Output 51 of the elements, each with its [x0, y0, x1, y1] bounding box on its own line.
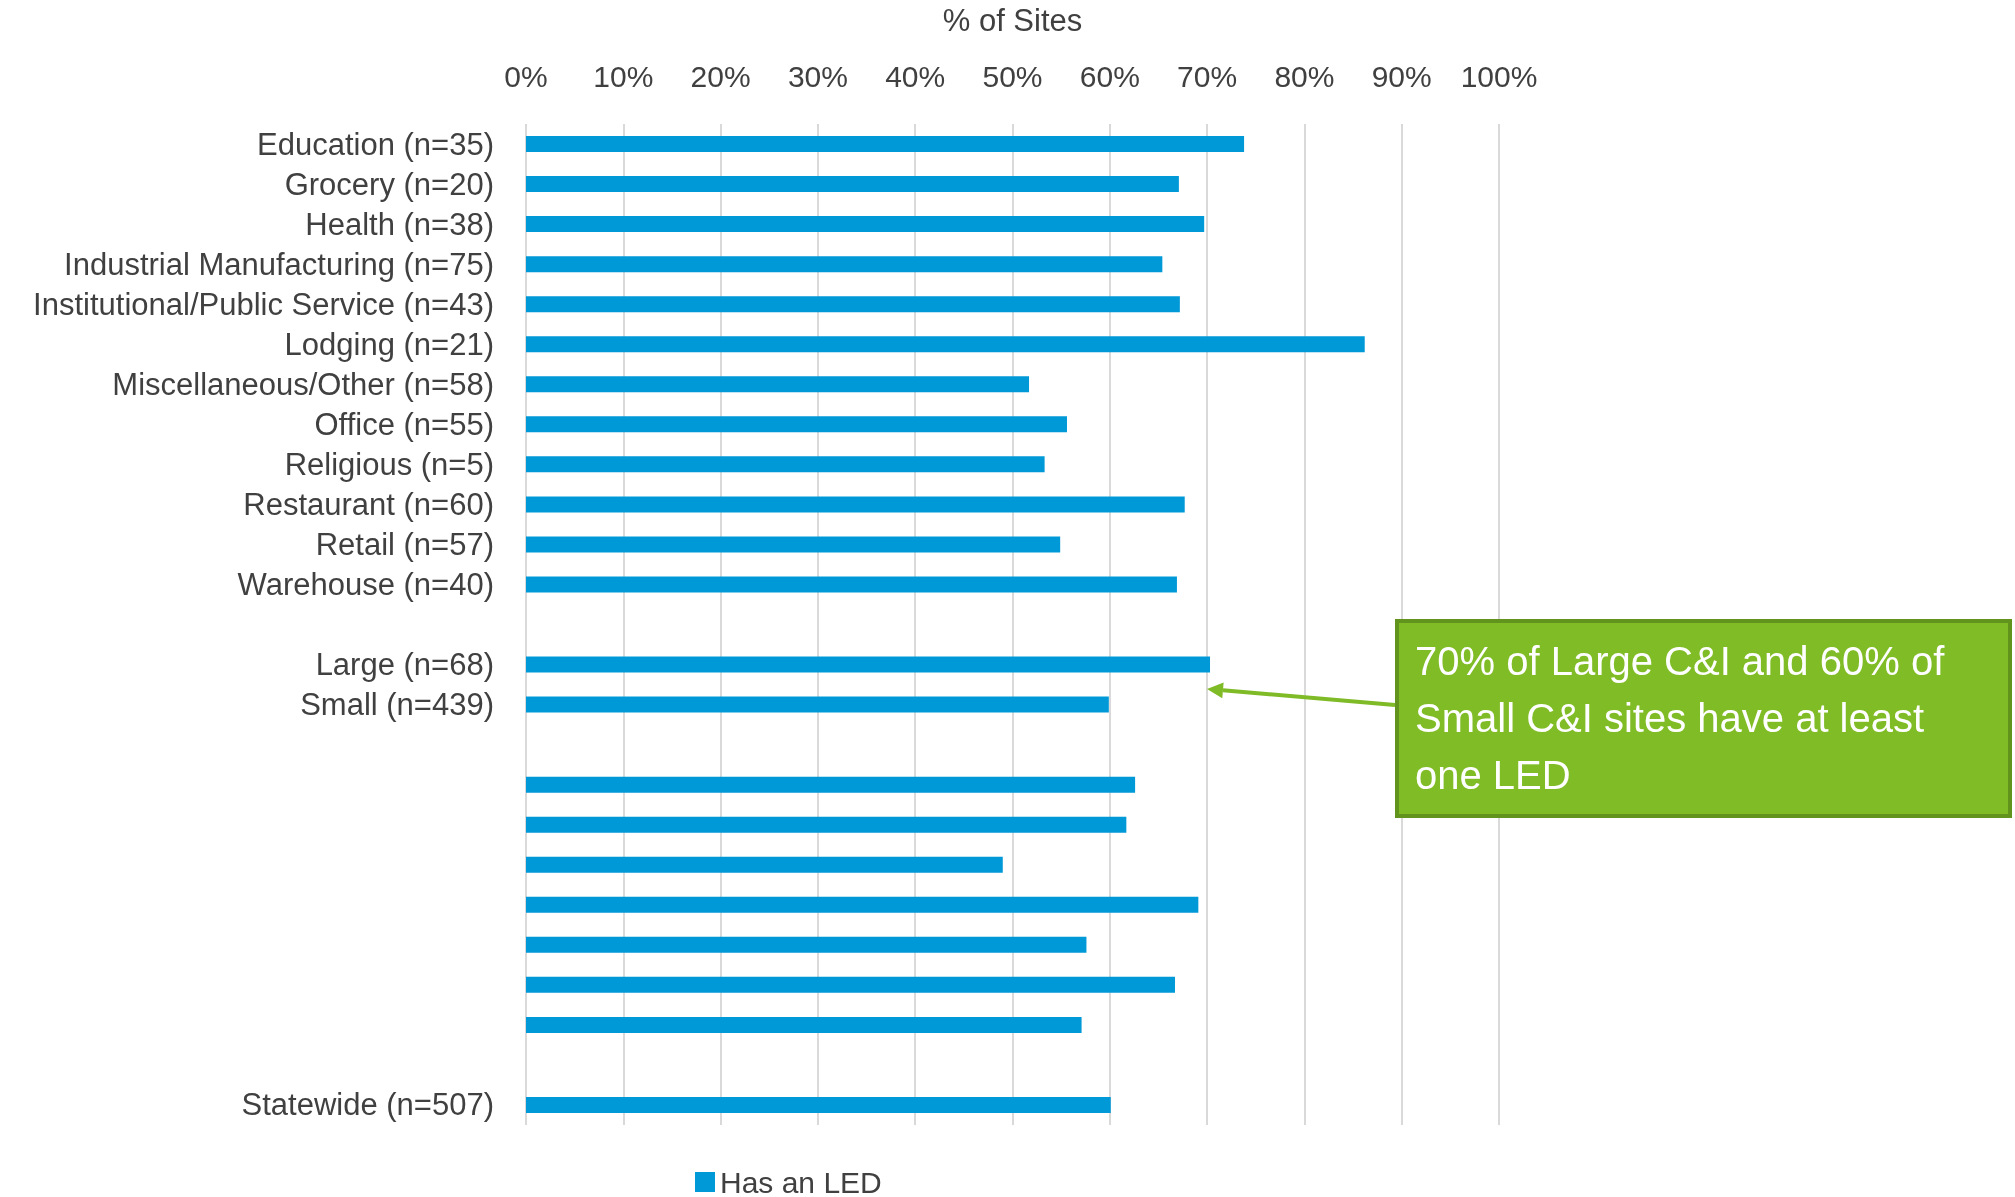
y-tick-label: Education (n=35) [257, 126, 494, 162]
bar [526, 216, 1205, 233]
bar [526, 496, 1185, 513]
x-tick-label: 10% [593, 59, 654, 93]
x-tick-label: 100% [1460, 59, 1538, 93]
y-tick-label: Industrial Manufacturing (n=75) [64, 246, 494, 282]
y-tick-label: Religious (n=5) [284, 446, 494, 482]
bar [526, 176, 1179, 193]
y-tick-label: Retail (n=57) [315, 526, 494, 562]
y-tick-label: Grocery (n=20) [284, 166, 494, 202]
x-tick-label: 90% [1371, 59, 1432, 93]
bar [526, 696, 1109, 713]
x-tick-label: 70% [1177, 59, 1238, 93]
bar [526, 576, 1177, 593]
y-tick-label: Warehouse (n=40) [237, 566, 494, 602]
bar [526, 976, 1175, 993]
bar [526, 536, 1061, 553]
x-tick-label: 50% [982, 59, 1043, 93]
y-tick-label: Office (n=55) [314, 406, 494, 442]
bar [526, 856, 1003, 873]
x-tick-label: 40% [885, 59, 946, 93]
bar [526, 936, 1087, 953]
y-tick-label: Institutional/Public Service (n=43) [33, 286, 494, 322]
legend-label: Has an LED [720, 1165, 882, 1197]
x-tick-label: 60% [1079, 59, 1140, 93]
y-tick-label: Health (n=38) [305, 206, 494, 242]
y-tick-label: Restaurant (n=60) [243, 486, 494, 522]
x-tick-label: 80% [1274, 59, 1335, 93]
bar [526, 456, 1045, 473]
y-tick-label: Large (n=68) [315, 647, 494, 683]
bar [526, 296, 1180, 313]
x-tick-label: 0% [504, 59, 548, 93]
bar [526, 1096, 1111, 1113]
y-tick-label: Lodging (n=21) [284, 326, 494, 362]
bar [526, 896, 1199, 913]
bar [526, 1016, 1082, 1033]
x-tick-label: 30% [787, 59, 848, 93]
bar [526, 416, 1067, 433]
bar [526, 656, 1211, 673]
x-tick-label: 20% [690, 59, 751, 93]
y-tick-label: Statewide (n=507) [241, 1087, 494, 1123]
annotation: 70% of Large C&I and 60% of Small C&I sites have at least one LED [1395, 619, 2012, 818]
bar [526, 376, 1030, 393]
y-tick-label: Small (n=439) [300, 687, 494, 723]
bar [526, 336, 1365, 353]
y-tick-label: Miscellaneous/Other (n=58) [112, 366, 494, 402]
bar [526, 816, 1127, 833]
bar [526, 256, 1163, 273]
bar [526, 776, 1136, 793]
bar [526, 136, 1245, 153]
x-axis-title: % of Sites [942, 3, 1083, 38]
